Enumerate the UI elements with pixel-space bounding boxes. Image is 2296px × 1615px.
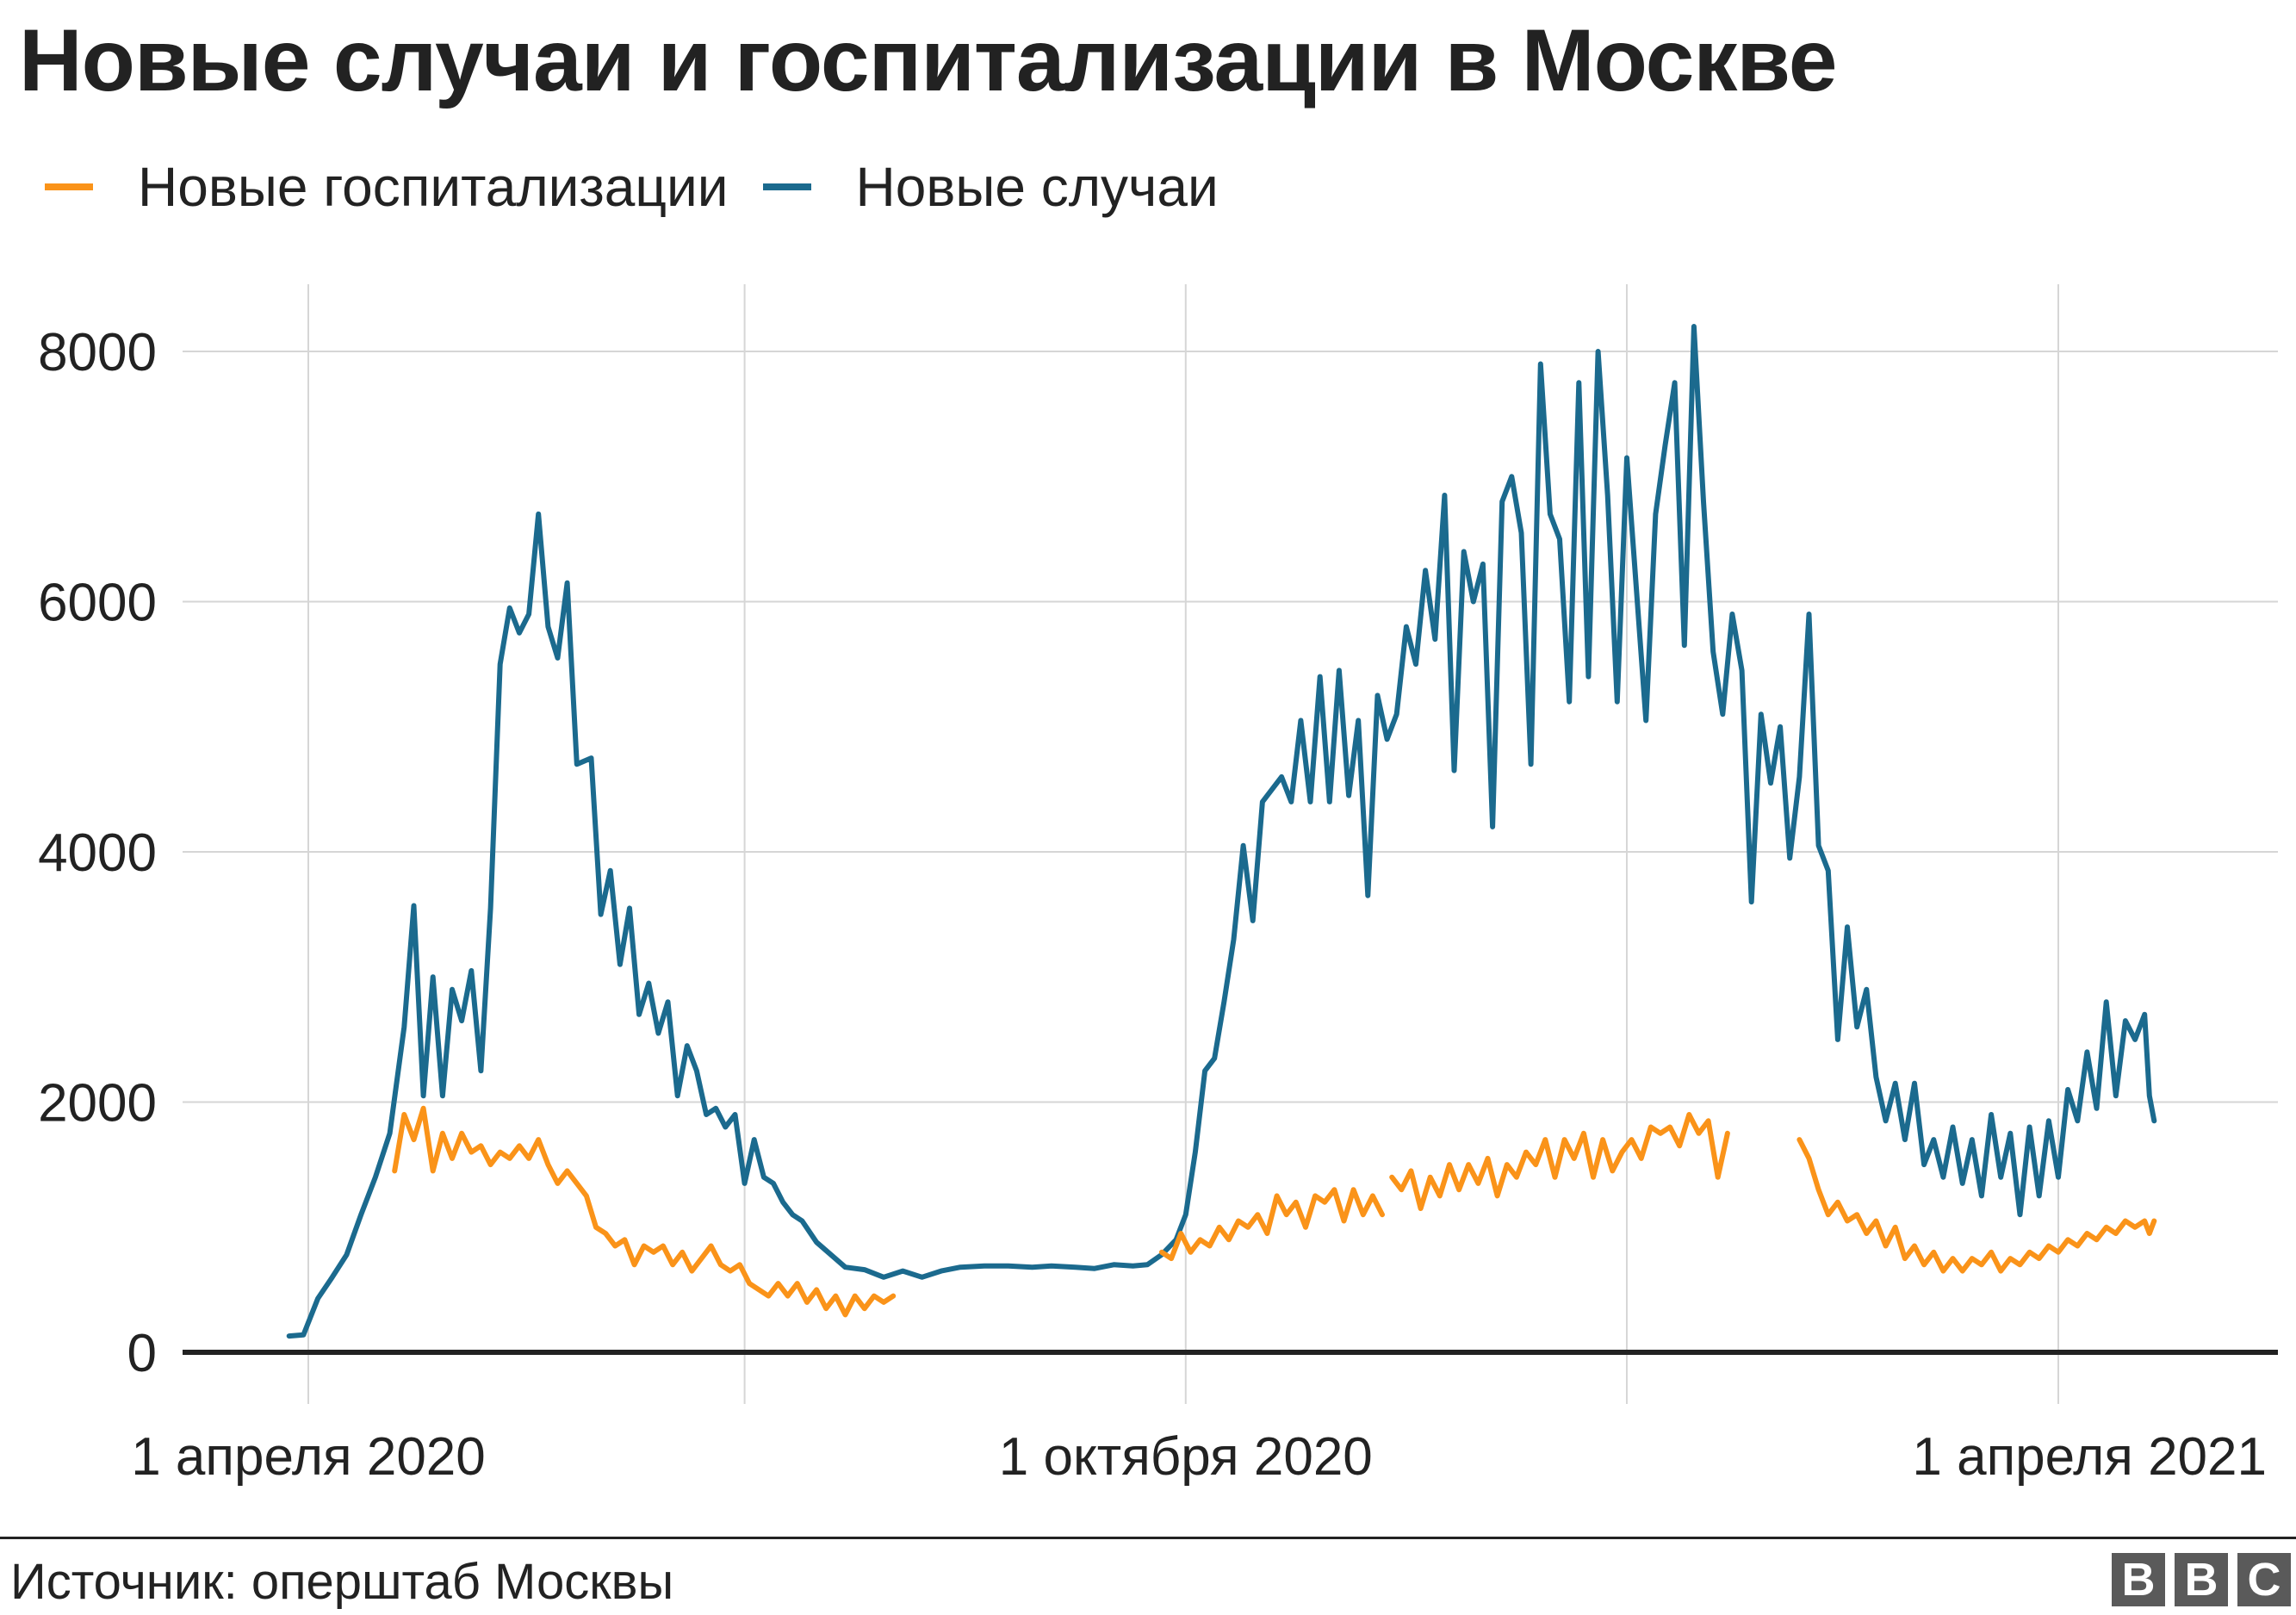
- bbc-logo-letter: B: [2175, 1553, 2228, 1606]
- bbc-logo-letter: C: [2237, 1553, 2291, 1606]
- series-line-hospitalizations: [1158, 1187, 1385, 1262]
- y-tick-label: 4000: [38, 823, 157, 883]
- source-note: Источник: оперштаб Москвы: [10, 1554, 674, 1610]
- chart-title: Новые случаи и госпитализации в Москве: [19, 11, 1837, 109]
- series-line-hospitalizations: [1389, 1112, 1730, 1211]
- x-tick-label: 1 апреля 2021: [1912, 1427, 2267, 1487]
- series: [286, 324, 2157, 1339]
- legend-label-hospitalizations: Новые госпитализации: [138, 156, 729, 218]
- x-tick-label: 1 апреля 2020: [131, 1427, 486, 1487]
- series-line-hospitalizations: [392, 1105, 897, 1318]
- line-chart: 0 2000 4000 6000 8000 1 апреля 2020 1 октября …: [38, 284, 2278, 1487]
- axes: 0 2000 4000 6000 8000 1 апреля 2020 1 октября …: [38, 323, 2278, 1487]
- legend: Новые госпитализации Новые случаи: [45, 155, 1253, 219]
- y-tick-label: 0: [127, 1324, 157, 1383]
- grid: [183, 284, 2278, 1404]
- legend-item-cases: Новые случаи: [762, 155, 1219, 219]
- legend-swatch-hospitalizations: [45, 183, 93, 190]
- legend-swatch-cases: [762, 183, 811, 190]
- y-tick-label: 6000: [38, 574, 157, 633]
- footer-divider: [0, 1537, 2296, 1539]
- y-tick-label: 8000: [38, 323, 157, 382]
- series-line-hospitalizations: [1796, 1137, 2157, 1274]
- x-tick-label: 1 октября 2020: [999, 1427, 1373, 1487]
- legend-item-hospitalizations: Новые госпитализации: [45, 155, 729, 219]
- y-tick-label: 2000: [38, 1074, 157, 1134]
- series-line-cases: [286, 324, 2157, 1339]
- bbc-logo: B B C: [2102, 1553, 2291, 1606]
- legend-label-cases: Новые случаи: [855, 156, 1219, 218]
- bbc-logo-letter: B: [2112, 1553, 2165, 1606]
